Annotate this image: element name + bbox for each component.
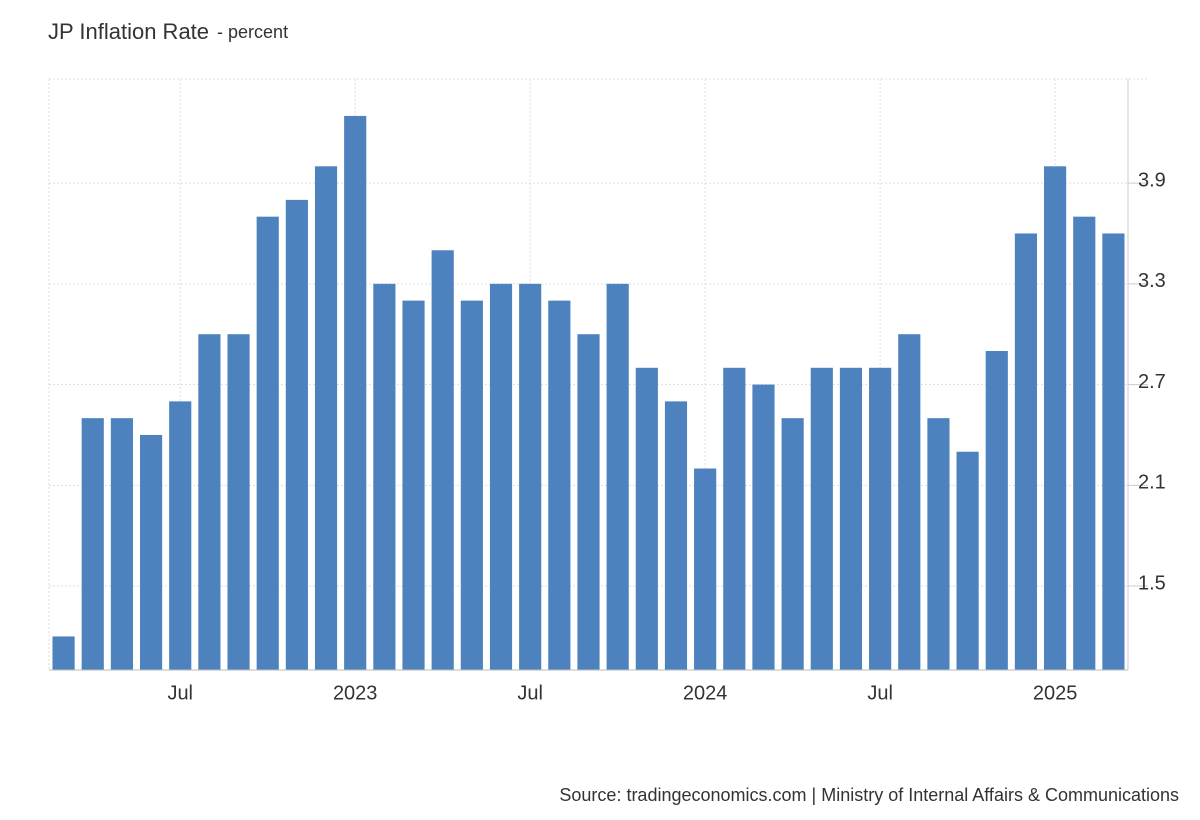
x-tick-label: 2024 bbox=[683, 682, 728, 704]
y-tick-label: 2.7 bbox=[1138, 371, 1166, 393]
bar bbox=[373, 283, 396, 670]
chart-title: JP Inflation Rate - percent bbox=[48, 19, 288, 44]
bar bbox=[927, 418, 950, 670]
x-tick-label: Jul bbox=[517, 682, 543, 704]
bar bbox=[869, 367, 892, 670]
x-tick-label: 2025 bbox=[1033, 682, 1078, 704]
bar bbox=[1044, 166, 1067, 670]
bar bbox=[81, 418, 104, 670]
bar bbox=[694, 468, 717, 670]
x-tick-label: 2023 bbox=[333, 682, 378, 704]
y-tick-label: 2.1 bbox=[1138, 472, 1166, 494]
bar bbox=[402, 300, 425, 670]
bar bbox=[285, 199, 308, 671]
y-tick-label: 1.5 bbox=[1138, 572, 1166, 594]
bar bbox=[635, 367, 658, 670]
bar bbox=[723, 367, 746, 670]
bar bbox=[489, 283, 513, 670]
bar bbox=[139, 434, 163, 670]
bar bbox=[110, 418, 133, 670]
bar bbox=[606, 283, 629, 670]
bar bbox=[314, 166, 338, 670]
bar bbox=[1102, 233, 1125, 670]
y-tick-label: 3.3 bbox=[1138, 270, 1166, 292]
bar bbox=[519, 283, 542, 670]
bar bbox=[169, 401, 192, 670]
title: JP Inflation Rate bbox=[48, 19, 209, 44]
bar bbox=[431, 250, 454, 670]
bar bbox=[956, 451, 979, 670]
bar bbox=[460, 300, 483, 670]
bar bbox=[781, 418, 804, 670]
x-tick-label: Jul bbox=[167, 682, 193, 704]
y-tick-label: 3.9 bbox=[1138, 169, 1166, 191]
source: Source: tradingeconomics.com | Ministry … bbox=[559, 785, 1179, 805]
bar bbox=[198, 334, 221, 670]
bar bbox=[52, 636, 75, 670]
bar bbox=[227, 334, 250, 670]
bar bbox=[985, 350, 1008, 670]
bar bbox=[577, 334, 600, 670]
bar bbox=[752, 384, 775, 670]
bar bbox=[810, 367, 833, 670]
bar bbox=[1073, 216, 1096, 670]
x-tick-label: Jul bbox=[867, 682, 893, 704]
bar bbox=[1014, 233, 1038, 670]
bar bbox=[839, 367, 863, 670]
bar bbox=[344, 115, 367, 670]
bar bbox=[256, 216, 279, 670]
bar bbox=[548, 300, 571, 670]
bar bbox=[898, 334, 921, 670]
subtitle: - percent bbox=[217, 22, 288, 42]
bar bbox=[664, 401, 688, 670]
